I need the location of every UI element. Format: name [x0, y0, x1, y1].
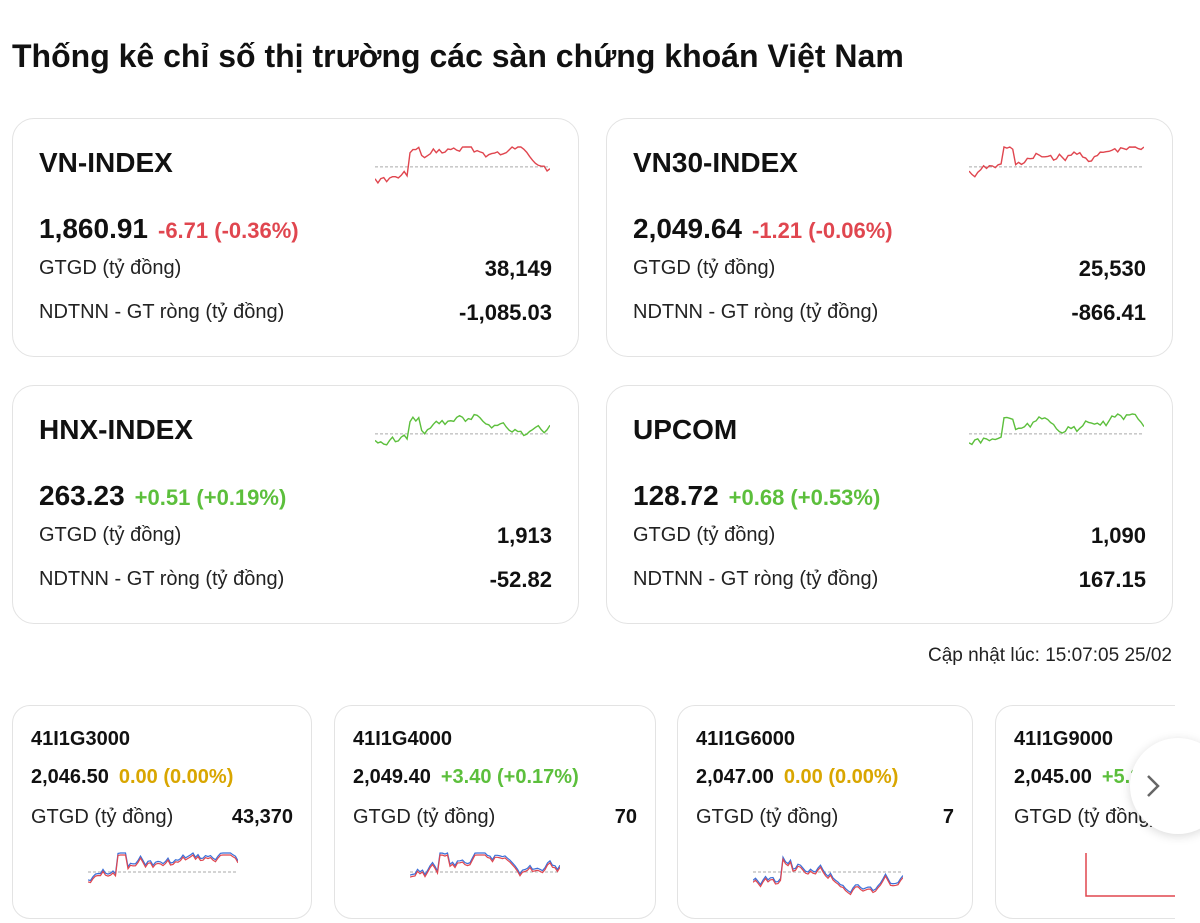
row-label: GTGD (tỷ đồng) — [39, 524, 182, 546]
futures-card[interactable]: 41I1G3000 2,046.50 0.00 (0.00%) GTGD (tỷ đồ… — [12, 705, 312, 919]
futures-price-row: 2,045.00 +5.3 — [1014, 766, 1141, 789]
index-change: -6.71 (-0.36%) — [158, 218, 299, 243]
index-name: HNX-INDEX — [39, 414, 194, 445]
updated-time: Cập nhật lúc: 15:07:05 25/02 — [927, 645, 1172, 666]
futures-label: GTGD (tỷ đồng) — [353, 806, 496, 828]
spark-line — [88, 854, 238, 884]
futures-price-row: 2,046.50 0.00 (0.00%) — [31, 766, 233, 789]
spark-line — [969, 413, 1144, 446]
futures-label: GTGD (tỷ đồng) — [696, 806, 839, 828]
spark-line — [88, 852, 238, 882]
row-value: 38,149 — [484, 256, 552, 281]
spark-line — [753, 855, 903, 894]
sparkline — [753, 855, 903, 896]
futures-name: 41I1G9000 — [1014, 728, 1113, 750]
index-card[interactable]: HNX-INDEX 263.23 +0.51 (+0.19%) GTGD (tỷ đồ… — [12, 385, 579, 624]
spark-line — [375, 413, 550, 446]
row-label: GTGD (tỷ đồng) — [633, 257, 776, 279]
futures-price-row: 2,049.40 +3.40 (+0.17%) — [353, 766, 579, 789]
futures-value: 70 — [614, 806, 637, 828]
sparkline — [375, 146, 550, 185]
row-value: -52.82 — [489, 567, 552, 592]
index-change: -1.21 (-0.06%) — [752, 218, 893, 243]
index-change: +0.68 (+0.53%) — [728, 485, 881, 510]
index-value: 128.72 — [633, 480, 719, 511]
sparkline — [410, 852, 560, 878]
futures-card[interactable]: 41I1G6000 2,047.00 0.00 (0.00%) GTGD (tỷ đồ… — [677, 705, 973, 919]
index-card[interactable]: UPCOM 128.72 +0.68 (+0.53%) GTGD (tỷ đồng) 1… — [606, 385, 1173, 624]
index-card[interactable]: VN30-INDEX 2,049.64 -1.21 (-0.06%) GTGD (tỷ… — [606, 118, 1173, 357]
row-value: 1,913 — [496, 523, 552, 548]
futures-card[interactable]: 41I1G4000 2,049.40 +3.40 (+0.17%) GTGD (tỷ … — [334, 705, 656, 919]
futures-price: 2,045.00 — [1014, 766, 1092, 788]
page-title: Thống kê chỉ số thị trường các sàn chứng… — [12, 38, 904, 74]
row-value: -1,085.03 — [459, 300, 552, 325]
spark-line — [969, 146, 1144, 178]
spark-line — [753, 857, 903, 896]
sparkline — [969, 413, 1144, 446]
index-value-row: 1,860.91 -6.71 (-0.36%) — [39, 213, 299, 245]
sparkline — [1085, 853, 1175, 897]
index-card[interactable]: VN-INDEX 1,860.91 -6.71 (-0.36%) GTGD (tỷ đ… — [12, 118, 579, 357]
futures-name: 41I1G3000 — [31, 728, 130, 750]
arrow-icon — [1147, 775, 1160, 797]
index-change: +0.51 (+0.19%) — [134, 485, 287, 510]
spark-line — [375, 146, 550, 185]
index-name: UPCOM — [633, 414, 738, 445]
futures-change: 0.00 (0.00%) — [118, 766, 234, 788]
sparkline — [375, 413, 550, 446]
index-value-row: 263.23 +0.51 (+0.19%) — [39, 480, 286, 512]
index-value: 263.23 — [39, 480, 125, 511]
futures-price: 2,049.40 — [353, 766, 431, 788]
futures-change: 0.00 (0.00%) — [783, 766, 899, 788]
spark-line — [410, 854, 560, 878]
row-label: NDTNN - GT ròng (tỷ đồng) — [39, 301, 285, 323]
futures-label: GTGD (tỷ đồng) — [31, 806, 174, 828]
futures-price: 2,047.00 — [696, 766, 774, 788]
index-name: VN30-INDEX — [633, 147, 798, 178]
spark-line — [410, 852, 560, 876]
index-value: 2,049.64 — [633, 213, 742, 244]
scroll-right-button[interactable] — [1130, 738, 1200, 834]
futures-value: 7 — [942, 806, 954, 828]
futures-price-row: 2,047.00 0.00 (0.00%) — [696, 766, 898, 789]
index-name: VN-INDEX — [39, 147, 173, 178]
row-value: 25,530 — [1078, 256, 1146, 281]
row-label: GTGD (tỷ đồng) — [633, 524, 776, 546]
row-value: 167.15 — [1078, 567, 1146, 592]
futures-price: 2,046.50 — [31, 766, 109, 788]
row-label: NDTNN - GT ròng (tỷ đồng) — [633, 568, 879, 590]
futures-change: +3.40 (+0.17%) — [440, 766, 579, 788]
row-value: 1,090 — [1090, 523, 1146, 548]
futures-label: GTGD (tỷ đồng) — [1014, 806, 1157, 828]
row-label: GTGD (tỷ đồng) — [39, 257, 182, 279]
futures-value: 43,370 — [231, 806, 293, 828]
sparkline — [969, 146, 1144, 178]
index-value-row: 2,049.64 -1.21 (-0.06%) — [633, 213, 893, 245]
futures-name: 41I1G6000 — [696, 728, 795, 750]
index-value-row: 128.72 +0.68 (+0.53%) — [633, 480, 880, 512]
futures-name: 41I1G4000 — [353, 728, 452, 750]
row-label: NDTNN - GT ròng (tỷ đồng) — [633, 301, 879, 323]
index-value: 1,860.91 — [39, 213, 148, 244]
sparkline — [88, 852, 238, 884]
row-label: NDTNN - GT ròng (tỷ đồng) — [39, 568, 285, 590]
row-value: -866.41 — [1071, 300, 1146, 325]
spark-line — [1085, 853, 1175, 897]
futures-strip: 41I1G3000 2,046.50 0.00 (0.00%) GTGD (tỷ đồ… — [0, 700, 1175, 923]
